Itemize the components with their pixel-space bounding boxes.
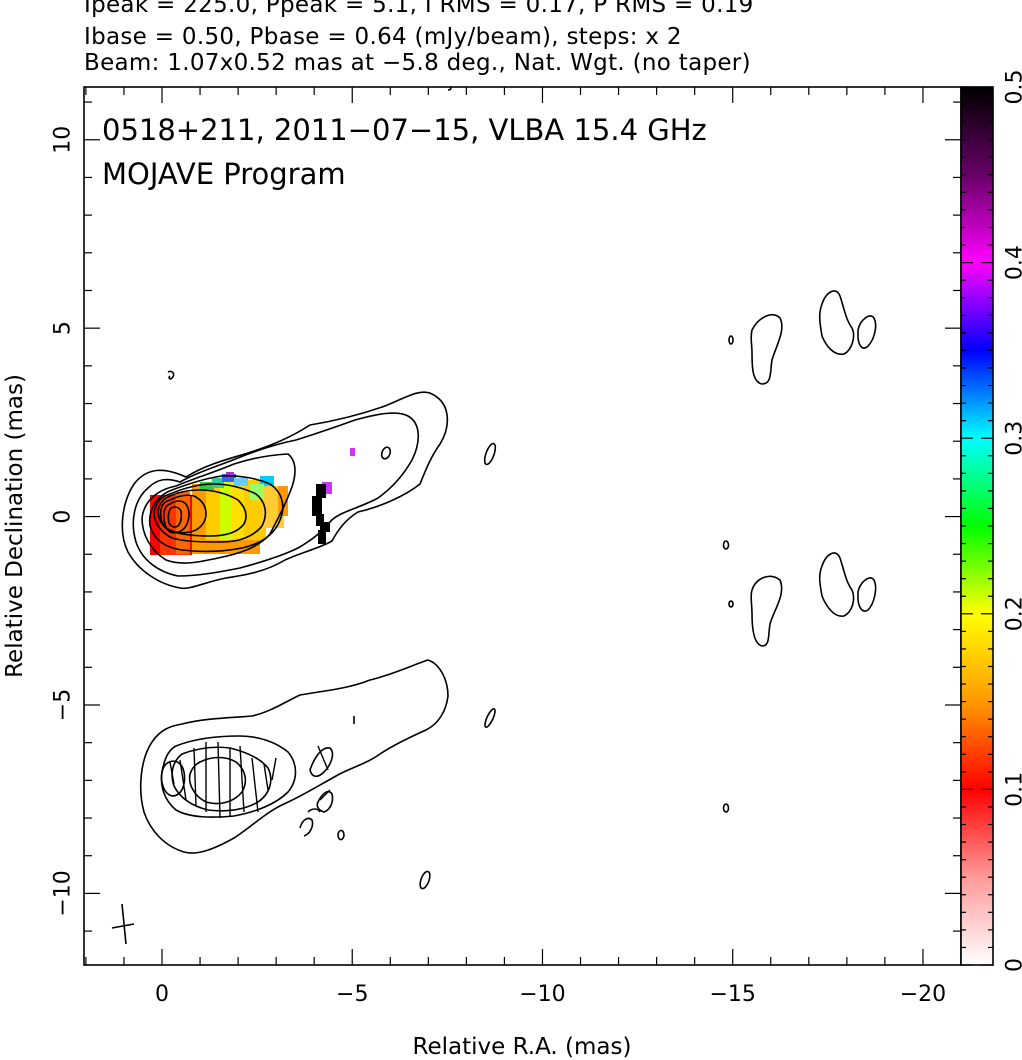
y-tick-label: 5 (51, 321, 76, 335)
colorbar-tick-label: 0.2 (1003, 596, 1022, 631)
chart-subtitle: MOJAVE Program (102, 157, 346, 191)
x-tick-label: −5 (336, 982, 368, 1007)
colorbar-tick-labels: 0 0.1 0.2 0.3 0.4 0.5 (1003, 70, 1022, 973)
chart-title: 0518+211, 2011−07−15, VLBA 15.4 GHz (102, 113, 707, 147)
x-axis-ticks (85, 87, 962, 965)
x-axis-label: Relative R.A. (mas) (413, 1034, 632, 1060)
evpa-sticks (169, 741, 331, 819)
x-tick-label: −10 (519, 982, 565, 1007)
colorbar-tick-label: 0.4 (1003, 245, 1022, 280)
header-line-beam: Beam: 1.07x0.52 mas at −5.8 deg., Nat. W… (84, 50, 751, 76)
colorbar-tick-label: 0.3 (1003, 421, 1022, 456)
x-tick-label: −20 (900, 982, 946, 1007)
polarized-intensity-contours (139, 540, 877, 890)
colorbar (961, 87, 993, 965)
y-axis-label: Relative Declination (mas) (2, 374, 28, 678)
colorbar-tick-label: 0.5 (1003, 70, 1022, 105)
colorbar-ticks (961, 86, 993, 966)
y-tick-labels: 10 5 0 −5 −10 (51, 126, 76, 917)
x-tick-label: −15 (709, 982, 755, 1007)
header-line-peak-rms: Ipeak = 225.0, Ppeak = 5.1, I RMS = 0.17… (84, 0, 754, 18)
beam-cross (111, 903, 135, 945)
y-tick-label: −10 (51, 870, 76, 916)
header-line-base-levels: Ibase = 0.50, Pbase = 0.64 (mJy/beam), s… (84, 24, 682, 50)
x-tick-label: 0 (155, 982, 169, 1007)
y-tick-label: 0 (51, 510, 76, 524)
stokes-i-contours (121, 87, 877, 590)
x-tick-labels: 0 −5 −10 −15 −20 (155, 982, 946, 1007)
y-tick-label: −5 (51, 689, 76, 721)
y-axis-ticks (84, 101, 961, 932)
colorbar-tick-label: 0.1 (1003, 772, 1022, 807)
colorbar-tick-label: 0 (1003, 958, 1022, 972)
y-tick-label: 10 (51, 126, 76, 154)
